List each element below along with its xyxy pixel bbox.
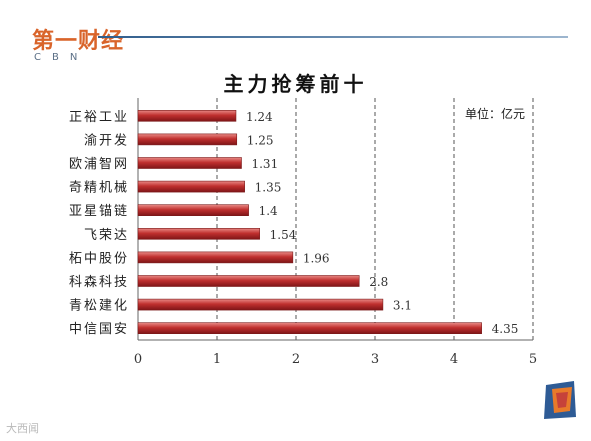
x-tick-label: 2 — [292, 352, 300, 367]
bar — [137, 275, 360, 287]
bar — [137, 322, 482, 335]
bar — [137, 251, 294, 264]
category-label: 渝开发 — [84, 132, 129, 148]
value-label: 1.24 — [246, 110, 273, 124]
category-label: 欧浦智网 — [69, 157, 129, 172]
value-label: 4.35 — [492, 322, 519, 336]
bar — [137, 180, 245, 193]
x-tick-label: 1 — [213, 352, 221, 367]
x-tick-label: 4 — [450, 352, 458, 367]
bar — [137, 204, 249, 216]
value-label: 1.31 — [251, 157, 278, 171]
x-tick-label: 5 — [529, 352, 537, 367]
bar — [137, 157, 242, 169]
cbn-corner-logo-icon — [544, 381, 576, 419]
watermark: 大西闻 — [6, 422, 39, 435]
value-label: 1.96 — [303, 251, 330, 265]
category-label: 青松建化 — [69, 299, 129, 314]
category-label: 飞荣达 — [84, 228, 129, 243]
value-label: 1.35 — [255, 181, 282, 195]
category-label: 柘中股份 — [69, 251, 129, 266]
bar — [137, 228, 260, 240]
category-label: 亚星锚链 — [69, 204, 129, 219]
x-tick-label: 0 — [134, 352, 142, 367]
header-divider — [98, 36, 568, 38]
value-label: 1.54 — [270, 228, 297, 242]
category-label: 中信国安 — [69, 322, 129, 337]
category-label: 科森科技 — [69, 275, 129, 290]
chart-title: 主力抢筹前十 — [223, 72, 368, 96]
unit-label: 单位：亿元 — [465, 107, 526, 121]
logo-chinese-text: 第一财经 — [32, 29, 125, 54]
value-label: 2.8 — [369, 275, 388, 289]
bar — [137, 110, 237, 122]
bar — [137, 133, 238, 146]
logo-english-text: CBN — [34, 52, 89, 63]
x-tick-label: 3 — [371, 352, 379, 367]
cbn-logo: 第一财经 CBN — [32, 29, 125, 64]
category-label: 正裕工业 — [69, 110, 129, 125]
value-label: 1.4 — [259, 204, 278, 218]
value-label: 3.1 — [393, 299, 412, 313]
category-label: 奇精机械 — [69, 180, 129, 196]
bar — [137, 298, 384, 311]
value-label: 1.25 — [247, 133, 274, 147]
